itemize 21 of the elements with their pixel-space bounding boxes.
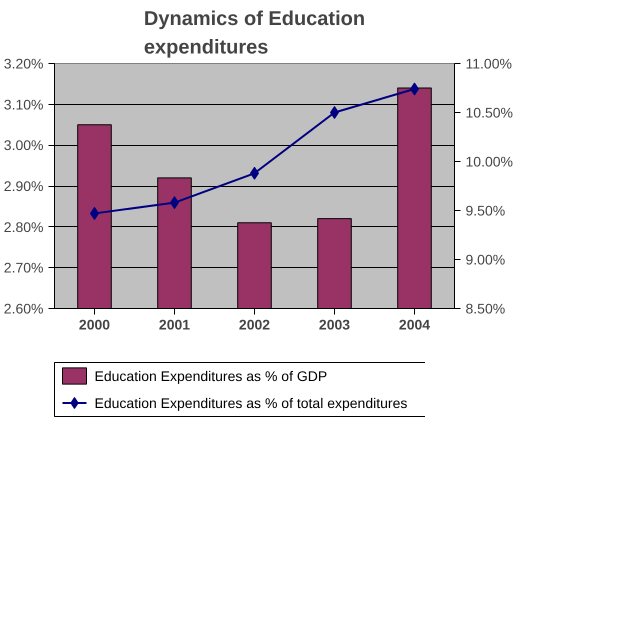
x-tick-label: 2001: [158, 316, 190, 332]
y2-tick-label: 9.50%: [466, 202, 506, 218]
y2-tick-label: 10.00%: [466, 154, 513, 170]
y-tick-label: 3.00%: [4, 137, 44, 154]
y-tick-label: 2.70%: [4, 260, 44, 276]
y-tick-label: 2.90%: [4, 178, 44, 194]
chart-title: Dynamics of Education expenditures: [144, 8, 366, 58]
y-tick-label: 2.60%: [4, 300, 44, 316]
x-tick-label: 2002: [238, 316, 270, 332]
y-tick-label: 3.20%: [4, 56, 44, 72]
legend-label: Education Expenditures as % of GDP: [94, 368, 328, 384]
y2-tick-label: 9.00%: [466, 252, 506, 268]
y-tick-label: 2.80%: [4, 218, 44, 235]
y2-tick-label: 8.50%: [466, 300, 506, 316]
y2-tick-label: 10.50%: [466, 104, 513, 120]
y-tick-label: 3.10%: [4, 96, 44, 112]
x-tick-label: 2000: [78, 316, 110, 332]
x-tick-label: 2004: [398, 316, 430, 332]
legend-label: Education Expenditures as % of total expenditures: [94, 395, 408, 411]
x-tick-label: 2003: [318, 316, 350, 332]
y2-tick-label: 11.00%: [466, 56, 512, 72]
